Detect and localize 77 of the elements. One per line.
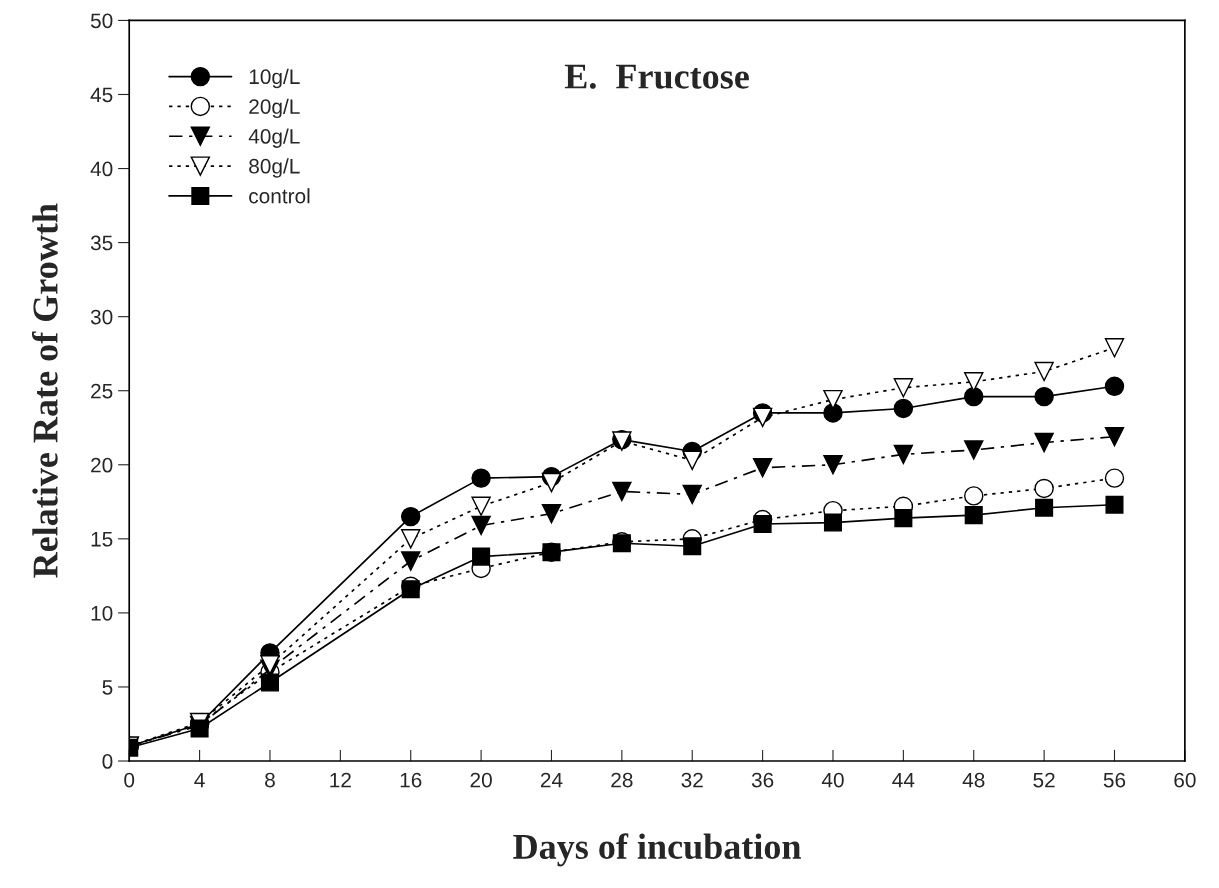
legend-label: 20g/L [249, 98, 300, 119]
point [823, 389, 843, 410]
point [260, 673, 279, 692]
point [964, 372, 984, 392]
point [1104, 376, 1125, 396]
y-tick-label: 20 [91, 457, 113, 473]
point [1105, 495, 1124, 514]
legend-label: 40g/L [248, 128, 300, 148]
x-tick-label: 48 [962, 772, 985, 788]
x-tick-label: 60 [1174, 772, 1196, 788]
point [823, 513, 843, 532]
y-tick-label: 40 [90, 161, 113, 177]
point [893, 378, 914, 398]
y-tick-label: 5 [102, 680, 113, 695]
point [964, 440, 984, 460]
x-tick-label: 32 [681, 772, 703, 788]
x-tick-label: 56 [1103, 772, 1126, 788]
point [752, 458, 773, 478]
point [964, 386, 984, 407]
x-tick-label: 4 [194, 772, 205, 788]
x-tick-label: 52 [1033, 772, 1055, 788]
point [190, 719, 209, 738]
y-tick-label: 0 [102, 754, 113, 769]
point [541, 503, 562, 524]
point [682, 450, 702, 471]
point [471, 515, 491, 536]
point [823, 403, 843, 423]
point [1034, 478, 1054, 499]
point [1104, 338, 1125, 358]
point [612, 481, 632, 502]
point [1034, 361, 1054, 382]
point [1104, 468, 1125, 488]
point [893, 444, 914, 465]
x-tick-label: 20 [470, 772, 492, 788]
x-axis-title: Days of incubation [513, 833, 801, 867]
x-tick-label: 8 [265, 772, 275, 788]
x-tick-label: 0 [124, 772, 135, 788]
point [964, 506, 983, 525]
point [752, 407, 773, 428]
x-tick-label: 24 [540, 772, 563, 788]
point [823, 455, 843, 475]
x-tick-label: 16 [400, 772, 422, 788]
point [472, 547, 491, 566]
x-tick-label: 44 [892, 772, 915, 788]
point [471, 468, 491, 488]
point [894, 509, 913, 528]
point [893, 398, 914, 419]
point [1104, 426, 1125, 447]
point [1034, 432, 1054, 453]
point [400, 551, 421, 571]
y-tick-label: 35 [90, 235, 113, 251]
y-tick-label: 50 [90, 13, 113, 29]
point [401, 580, 420, 599]
y-axis-title: Relative Rate of Growth [31, 203, 58, 578]
point [1035, 498, 1054, 517]
y-tick-label: 30 [90, 309, 113, 325]
x-tick-label: 12 [330, 772, 351, 788]
point [1034, 386, 1054, 407]
point [471, 496, 491, 516]
y-tick-label: 25 [91, 383, 113, 399]
x-tick-label: 28 [611, 772, 633, 788]
legend-label: 80g/L [249, 158, 300, 178]
point [400, 529, 421, 549]
point [682, 484, 702, 505]
point [400, 506, 421, 527]
point [683, 537, 702, 556]
x-tick-label: 40 [821, 772, 844, 788]
y-tick-label: 45 [90, 87, 113, 103]
point [541, 472, 562, 493]
y-tick-label: 10 [91, 605, 113, 621]
legend-label: 10g/L [249, 68, 300, 89]
legend-label: control [249, 188, 310, 204]
text: E. Fructose [564, 64, 749, 89]
y-tick-label: 15 [91, 532, 113, 547]
point [964, 486, 984, 506]
x-tick-label: 36 [751, 772, 774, 788]
point [753, 514, 772, 534]
